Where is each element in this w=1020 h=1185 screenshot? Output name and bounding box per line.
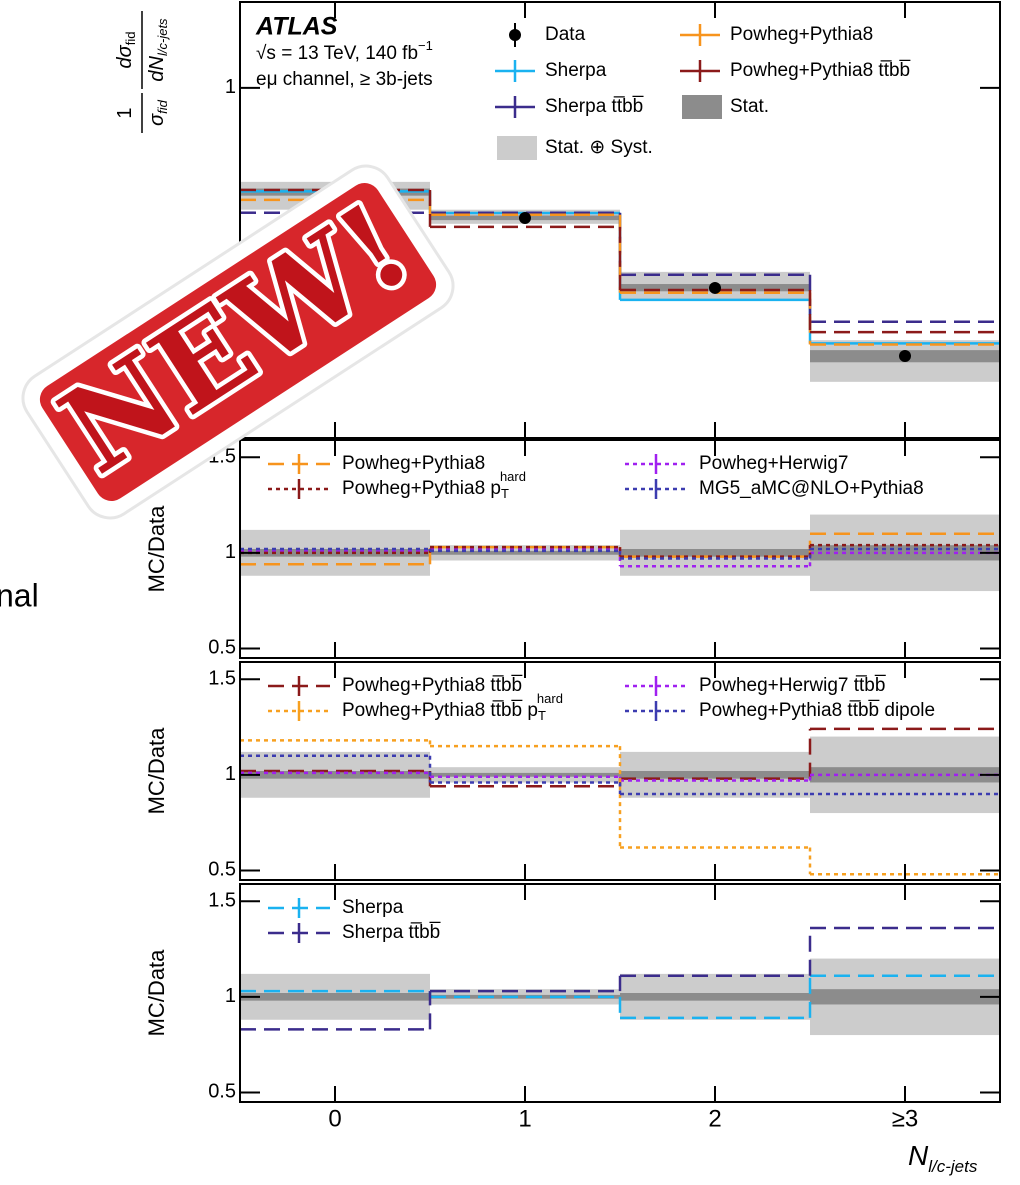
y-tick-label: 1 [225, 76, 236, 98]
legend-name: MG5_aMC@NLO+Pythia8 [699, 478, 924, 499]
y-label-numerator: 1 [114, 107, 136, 118]
y-label-part: σ [146, 113, 168, 126]
legend-symbol [509, 29, 521, 41]
y-tick-label: 0.5 [208, 1081, 236, 1103]
y-tick-label: 0.5 [208, 637, 236, 659]
legend-name: Powheg+Pythia8 tt̅bb̅ [730, 60, 911, 81]
x-tick-label: 1 [518, 1105, 531, 1132]
legend-label: Powheg+Pythia8 tt̅bb̅ pThard [342, 691, 563, 723]
legend-label: Powheg+Herwig7 [699, 453, 848, 474]
side-text: nal [0, 577, 39, 613]
energy-sup: −1 [418, 38, 433, 53]
energy-label: √s = 13 TeV, 140 fb−1 [256, 38, 433, 64]
x-tick-label: ≥3 [892, 1105, 919, 1132]
legend-name: Powheg+Herwig7 [699, 453, 848, 474]
legend-symbol [497, 136, 537, 160]
legend-label: Powheg+Pythia8 pThard [342, 469, 526, 501]
legend-name: Sherpa tt̅bb̅ [342, 922, 441, 943]
legend-name: Powheg+Pythia8 tt̅bb̅ p [342, 700, 538, 721]
y-axis-label: MC/Data [144, 505, 169, 593]
energy-text: √s = 13 TeV, 140 fb [256, 43, 418, 64]
legend-label: Powheg+Pythia8 [342, 453, 485, 474]
legend-name: Powheg+Pythia8 [342, 453, 485, 474]
legend-label: Data [545, 24, 586, 45]
legend-label: Powheg+Pythia8 tt̅bb̅ [342, 675, 523, 696]
x-tick-label: 2 [708, 1105, 721, 1132]
y-tick-label: 1.5 [208, 667, 236, 689]
y-label-sub: fid [155, 99, 170, 114]
y-axis-label: MC/Data [144, 949, 169, 1037]
data-point [899, 350, 911, 362]
legend-sup: hard [537, 691, 563, 706]
figure: nal 11σfiddσfiddNl/c-jetsATLAS√s = 13 Te… [0, 0, 1020, 1185]
y-label-denominator: dNl/c-jets [146, 18, 170, 82]
y-label-numerator: dσfid [114, 32, 138, 69]
y-tick-label: 1 [225, 541, 236, 563]
y-tick-label: 1.5 [208, 889, 236, 911]
legend-label: Sherpa tt̅bb̅ [342, 922, 441, 943]
legend-label: MG5_aMC@NLO+Pythia8 [699, 478, 924, 499]
experiment-label: ATLAS [255, 13, 338, 41]
page: nal 11σfiddσfiddNl/c-jetsATLAS√s = 13 Te… [0, 0, 1020, 1185]
uncertainty-band [620, 993, 810, 1001]
y-tick-label: 0.5 [208, 859, 236, 881]
data-point [709, 282, 721, 294]
x-axis-label: Nl/c-jets [908, 1140, 978, 1176]
legend-label: Powheg+Pythia8 [730, 24, 873, 45]
x-label-main: N [908, 1140, 929, 1171]
y-tick-label: 1 [225, 985, 236, 1007]
channel-label: eμ channel, ≥ 3b-jets [256, 69, 433, 90]
legend-label: Powheg+Herwig7 tt̅bb̅ [699, 675, 886, 696]
y-axis-label: MC/Data [144, 727, 169, 815]
legend-name: Powheg+Pythia8 tt̅bb̅ dipole [699, 700, 935, 721]
x-tick-label: 0 [328, 1105, 341, 1132]
legend-sup: hard [500, 469, 526, 484]
legend-symbol [682, 95, 722, 119]
legend-label: Sherpa tt̅bb̅ [545, 96, 644, 117]
y-label-part: 1 [114, 107, 136, 118]
legend-sub: T [501, 486, 509, 501]
legend-label: Powheg+Pythia8 tt̅bb̅ dipole [699, 700, 935, 721]
y-tick-label: 1 [225, 763, 236, 785]
legend-label: Stat. ⊕ Syst. [545, 137, 653, 158]
legend-name: Powheg+Herwig7 tt̅bb̅ [699, 675, 886, 696]
y-label-sub: l/c-jets [155, 18, 170, 56]
panel: 0.5 1 1.5 0 1 2 ≥3 Nl/c-jets MC/Data Sherpa Sherpa… [144, 884, 1000, 1176]
legend-label: Sherpa [342, 897, 404, 918]
legend-name: Sherpa tt̅bb̅ [545, 96, 644, 117]
legend-name: Powheg+Pythia8 tt̅bb̅ [342, 675, 523, 696]
y-label-part: dσ [114, 44, 136, 68]
legend-label: Stat. [730, 96, 769, 117]
legend-label: Sherpa [545, 60, 607, 81]
uncertainty-band [240, 993, 430, 1001]
legend-name: Powheg+Pythia8 p [342, 478, 501, 499]
data-point [519, 212, 531, 224]
legend-name: Sherpa [342, 897, 404, 918]
x-label-sub: l/c-jets [928, 1157, 978, 1176]
uncertainty-band [810, 989, 1000, 1004]
legend-label: Powheg+Pythia8 tt̅bb̅ [730, 60, 911, 81]
legend-name: Powheg+Pythia8 [730, 24, 873, 45]
y-label-denominator: σfid [146, 99, 170, 126]
legend-name: Sherpa [545, 60, 607, 81]
y-label-sub: fid [123, 32, 138, 46]
legend-sub: T [538, 708, 546, 723]
y-label-part: dN [146, 55, 168, 81]
